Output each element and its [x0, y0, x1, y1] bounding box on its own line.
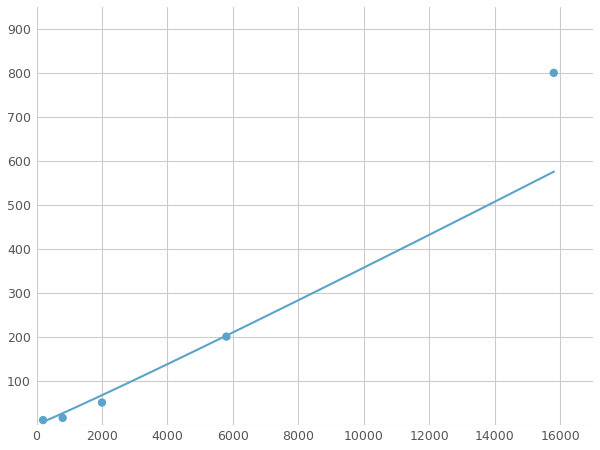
Point — [97, 399, 107, 406]
Point — [221, 333, 231, 340]
Point — [58, 414, 67, 422]
Point — [38, 417, 48, 424]
Point — [549, 69, 559, 76]
